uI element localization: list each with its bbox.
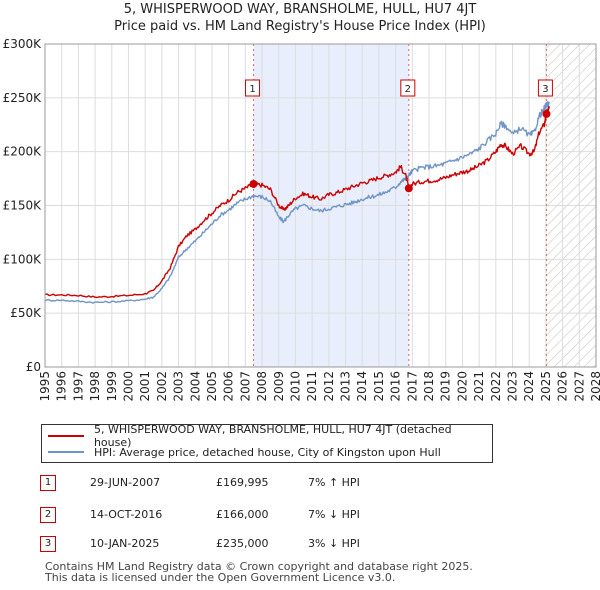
- x-tick-label: 1998: [88, 371, 102, 402]
- transaction-price: £166,000: [216, 508, 269, 521]
- x-tick-label: 2021: [472, 371, 486, 402]
- x-tick-label: 2009: [272, 371, 286, 402]
- x-tick-label: 2001: [138, 371, 152, 402]
- x-tick-label: 2022: [489, 371, 503, 402]
- x-tick-label: 2017: [405, 371, 419, 402]
- x-tick-label: 2003: [172, 371, 186, 402]
- legend-item-hpi: HPI: Average price, detached house, City…: [48, 445, 441, 459]
- sale-marker-lines: [253, 44, 547, 367]
- x-tick-label: 2016: [389, 371, 403, 402]
- y-tick-label: £150K: [3, 199, 43, 213]
- sale-points: [249, 109, 551, 193]
- x-tick-label: 2027: [572, 371, 586, 402]
- x-tick-label: 2015: [372, 371, 386, 402]
- x-tick-label: 2019: [439, 371, 453, 402]
- x-axis-ticks: 1995 1996 1997 1998 1999 2000 2001 2002 2003 2004…: [38, 371, 600, 402]
- legend-item-property: 5, WHISPERWOOD WAY, BRANSHOLME, HULL, HU…: [48, 423, 492, 449]
- x-tick-label: 2018: [422, 371, 436, 402]
- x-tick-label: 2023: [506, 371, 520, 402]
- sale-labels: 1 2 3: [245, 79, 553, 97]
- x-tick-label: 2007: [238, 371, 252, 402]
- x-tick-label: 2011: [305, 371, 319, 402]
- x-tick-label: 2000: [121, 371, 135, 402]
- table-row: 2 14-OCT-2016 £166,000 7% ↓ HPI: [40, 507, 560, 527]
- x-tick-label: 1999: [105, 371, 119, 402]
- legend: 5, WHISPERWOOD WAY, BRANSHOLME, HULL, HU…: [41, 423, 493, 463]
- y-tick-label: £100K: [3, 252, 43, 266]
- chart-title-line1: 5, WHISPERWOOD WAY, BRANSHOLME, HULL, HU…: [123, 2, 477, 17]
- sale-label-box: [537, 79, 553, 97]
- transaction-price: £235,000: [216, 537, 269, 550]
- transaction-date: 10-JAN-2025: [90, 537, 160, 550]
- transaction-hpi-diff: 7% ↓ HPI: [308, 508, 360, 521]
- y-tick-label: £250K: [3, 91, 43, 105]
- legend-label-property: 5, WHISPERWOOD WAY, BRANSHOLME, HULL, HU…: [93, 423, 452, 449]
- y-tick-label: £200K: [3, 145, 43, 159]
- footer-line1: Contains HM Land Registry data © Crown c…: [45, 560, 473, 573]
- legend-swatch-property: [48, 435, 84, 437]
- transaction-number: 1: [40, 475, 56, 491]
- table-row: 1 29-JUN-2007 £169,995 7% ↑ HPI: [40, 475, 560, 495]
- property-price-line: [45, 105, 550, 299]
- x-tick-label: 1997: [71, 371, 85, 402]
- sale-label-text: 3: [542, 84, 548, 95]
- x-tick-label: 2004: [188, 371, 202, 402]
- x-tick-label: 2024: [522, 371, 536, 402]
- legend-label-hpi: HPI: Average price, detached house, City…: [94, 445, 441, 459]
- transaction-number: 2: [40, 507, 56, 523]
- y-tick-label: £0: [26, 360, 41, 374]
- y-axis-ticks: £0 £50K £100K £150K £200K £250K £300K: [3, 37, 43, 374]
- x-tick-label: 2020: [455, 371, 469, 402]
- sale-point: [542, 109, 551, 118]
- footer-line2: This data is licensed under the Open Gov…: [45, 571, 396, 584]
- series-lines: [45, 101, 550, 304]
- chart-title: 5, WHISPERWOOD WAY, BRANSHOLME, HULL, HU…: [0, 1, 600, 35]
- transaction-price: £169,995: [216, 476, 269, 489]
- chart-title-line2: Price paid vs. HM Land Registry's House …: [114, 19, 486, 34]
- sale-point: [404, 184, 413, 193]
- transaction-date: 29-JUN-2007: [90, 476, 161, 489]
- x-tick-label: 2005: [205, 371, 219, 402]
- price-chart: 1 2 3 £0 £50K £100K £150K £200K £250K £300K 1995…: [3, 37, 600, 402]
- sale-label-box: [400, 79, 416, 97]
- x-tick-label: 2013: [339, 371, 353, 402]
- y-tick-label: £50K: [10, 306, 42, 320]
- legend-swatch-hpi: [48, 451, 84, 453]
- transaction-hpi-diff: 7% ↑ HPI: [308, 476, 360, 489]
- sale-label-text: 1: [249, 84, 255, 95]
- sale-point: [249, 179, 258, 188]
- x-tick-label: 2026: [556, 371, 570, 402]
- x-tick-label: 2025: [539, 371, 553, 402]
- x-tick-label: 1996: [55, 371, 69, 402]
- transaction-number: 3: [40, 536, 56, 552]
- x-tick-label: 2010: [288, 371, 302, 402]
- sale-label-box: [245, 79, 261, 97]
- x-tick-label: 2008: [255, 371, 269, 402]
- x-tick-label: 2028: [589, 371, 600, 402]
- x-tick-label: 2006: [222, 371, 236, 402]
- x-tick-label: 2002: [155, 371, 169, 402]
- footer: Contains HM Land Registry data © Crown c…: [45, 561, 473, 583]
- x-tick-label: 2014: [355, 371, 369, 402]
- transaction-hpi-diff: 3% ↓ HPI: [308, 537, 360, 550]
- sale-label-text: 2: [405, 84, 411, 95]
- plot-border: [44, 43, 597, 368]
- hpi-line: [45, 101, 550, 304]
- table-row: 3 10-JAN-2025 £235,000 3% ↓ HPI: [40, 536, 560, 556]
- x-tick-label: 1995: [38, 371, 52, 402]
- x-tick-label: 2012: [322, 371, 336, 402]
- transaction-date: 14-OCT-2016: [90, 508, 163, 521]
- y-tick-label: £300K: [3, 37, 43, 51]
